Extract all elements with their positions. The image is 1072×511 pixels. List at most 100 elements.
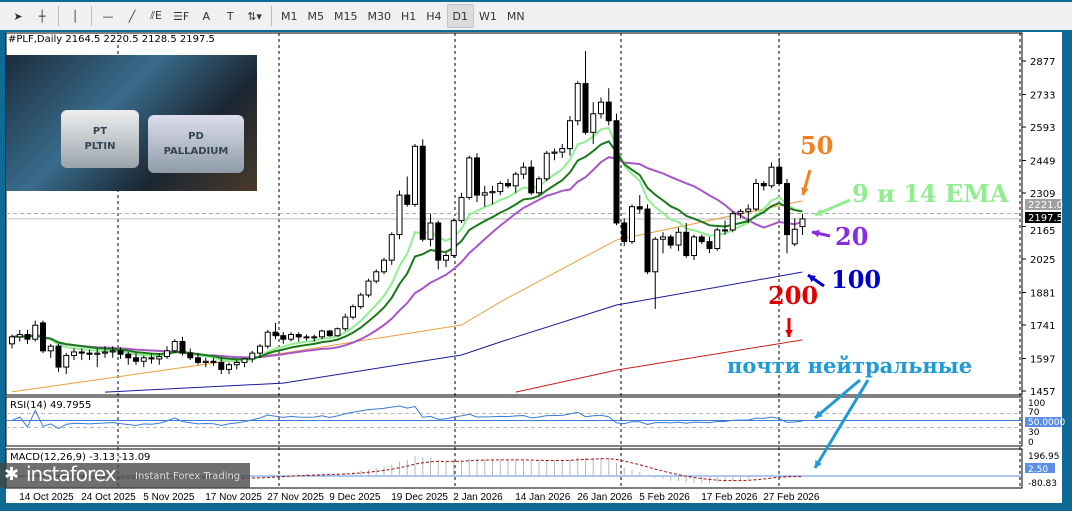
candle-body bbox=[94, 352, 101, 355]
candle-body bbox=[435, 222, 442, 261]
price-tick-label: 2165 bbox=[1030, 226, 1055, 237]
timeframe-m15[interactable]: M15 bbox=[333, 9, 358, 23]
candle-body bbox=[683, 231, 690, 257]
candle-body bbox=[102, 351, 108, 354]
arrow-ema-head bbox=[815, 208, 823, 216]
candle-body bbox=[567, 120, 573, 150]
watermark-tagline: Instant Forex Trading bbox=[135, 471, 241, 482]
candle-body bbox=[675, 231, 682, 246]
candle-body bbox=[195, 357, 201, 363]
candle-body bbox=[559, 148, 566, 153]
timeframe-mn[interactable]: MN bbox=[506, 9, 525, 23]
vertical-line-icon[interactable]: │ bbox=[71, 9, 79, 23]
ma100-line bbox=[104, 271, 803, 393]
text-label-icon[interactable]: T bbox=[226, 9, 234, 23]
candle-body bbox=[714, 229, 721, 250]
candle-body bbox=[55, 345, 62, 368]
candle-body bbox=[202, 360, 209, 363]
ask-price-label: 2221.0 bbox=[1028, 200, 1063, 211]
rsi-title: RSI(14) 49.7955 bbox=[10, 400, 91, 411]
date-label: 27 Feb 2026 bbox=[763, 492, 820, 503]
candle-body bbox=[745, 208, 752, 212]
candle-body bbox=[791, 228, 798, 245]
price-tick-label: 2733 bbox=[1030, 90, 1055, 101]
candle-body bbox=[598, 101, 604, 115]
candle-body bbox=[574, 83, 581, 122]
timeframe-h4[interactable]: H4 bbox=[426, 9, 442, 23]
candle-body bbox=[536, 178, 542, 194]
logo-gear-icon: ✱ bbox=[4, 464, 20, 485]
ingot-lettering-palladium: PALLADIUM bbox=[163, 146, 229, 157]
arrow-neutral-rsi bbox=[814, 378, 861, 420]
candle-body bbox=[171, 341, 178, 352]
rsi-value-box bbox=[1025, 417, 1061, 427]
candle-body bbox=[543, 152, 550, 180]
candle-body bbox=[71, 351, 77, 356]
timeframe-d1[interactable]: D1 bbox=[446, 4, 474, 28]
trendline-icon[interactable]: ╱ bbox=[128, 9, 136, 23]
cursor-icon[interactable]: ➤ bbox=[13, 9, 23, 23]
bid-price-box bbox=[1025, 212, 1061, 223]
toolbar-separator bbox=[91, 6, 92, 26]
date-label: 24 Oct 2025 bbox=[81, 492, 136, 503]
date-label: 14 Jan 2026 bbox=[515, 492, 570, 503]
fibonacci-icon[interactable]: ☰F bbox=[173, 9, 190, 23]
candle-body bbox=[140, 357, 147, 362]
candle-body bbox=[257, 345, 263, 354]
candle-body bbox=[164, 350, 170, 358]
candle-body bbox=[799, 218, 806, 228]
timeframe-h1[interactable]: H1 bbox=[400, 9, 417, 23]
rsi-panel-frame bbox=[5, 396, 1023, 447]
toolbar-separator bbox=[270, 6, 272, 26]
arrows-icon[interactable]: ⇅▾ bbox=[247, 9, 262, 23]
label-ma20: 20 bbox=[835, 222, 869, 251]
candle-body bbox=[605, 101, 612, 122]
crosshair-icon[interactable]: ┼ bbox=[38, 9, 46, 23]
candle-body bbox=[737, 210, 744, 215]
toolbar: ➤ ┼ │ — ╱ ⫽E ☰F A T ⇅▾ M1 M5 M15 M30 H1 H4 D1 W1 MN bbox=[0, 2, 1072, 30]
equidistant-channel-icon[interactable]: ⫽E bbox=[150, 9, 162, 22]
candle-body bbox=[652, 238, 659, 273]
text-icon[interactable]: A bbox=[202, 9, 210, 23]
candle-body bbox=[109, 350, 116, 353]
ema14-line bbox=[11, 140, 803, 361]
candle-body bbox=[520, 166, 527, 175]
price-tick-label: 2025 bbox=[1030, 255, 1055, 266]
date-label: 2 Jan 2026 bbox=[453, 492, 503, 503]
date-label: 5 Nov 2025 bbox=[143, 492, 195, 503]
candle-body bbox=[373, 271, 380, 282]
rsi-tick-label: 0 bbox=[1028, 438, 1034, 448]
timeframe-m1[interactable]: M1 bbox=[280, 9, 298, 23]
candle-body bbox=[528, 166, 535, 194]
candle-body bbox=[350, 306, 356, 318]
price-tick-label: 1457 bbox=[1030, 387, 1055, 398]
macd-tick-label: -80.83 bbox=[1028, 479, 1057, 489]
date-label: 19 Dec 2025 bbox=[391, 492, 448, 503]
candle-body bbox=[78, 351, 85, 354]
horizontal-line-icon[interactable]: — bbox=[102, 9, 114, 23]
ask-price-box bbox=[1025, 199, 1061, 210]
candle-body bbox=[505, 182, 511, 187]
date-label: 17 Nov 2025 bbox=[205, 492, 262, 503]
ingot-lettering-pd: PD bbox=[188, 131, 204, 142]
timeframe-w1[interactable]: W1 bbox=[478, 9, 497, 23]
candle-body bbox=[47, 345, 54, 352]
candle-body bbox=[784, 182, 790, 236]
price-tick-label: 1741 bbox=[1030, 321, 1055, 332]
candle-body bbox=[295, 334, 302, 338]
macd-tick-label: 196.95 bbox=[1028, 452, 1060, 462]
symbol-info: #PLF,Daily 2164.5 2220.5 2128.5 2197.5 bbox=[8, 34, 215, 45]
candle-body bbox=[249, 352, 256, 360]
ingot-lettering-pt: PT bbox=[92, 126, 108, 137]
arrow-neutral-rsi-head bbox=[815, 410, 823, 418]
candle-body bbox=[706, 241, 713, 250]
candle-body bbox=[776, 166, 783, 184]
candle-body bbox=[311, 336, 318, 339]
timeframe-m5[interactable]: M5 bbox=[307, 9, 324, 23]
candle-body bbox=[512, 173, 519, 187]
timeframe-m30[interactable]: M30 bbox=[367, 9, 391, 23]
candle-body bbox=[16, 334, 23, 338]
macd-value-box bbox=[1025, 463, 1055, 473]
candle-body bbox=[613, 120, 620, 224]
